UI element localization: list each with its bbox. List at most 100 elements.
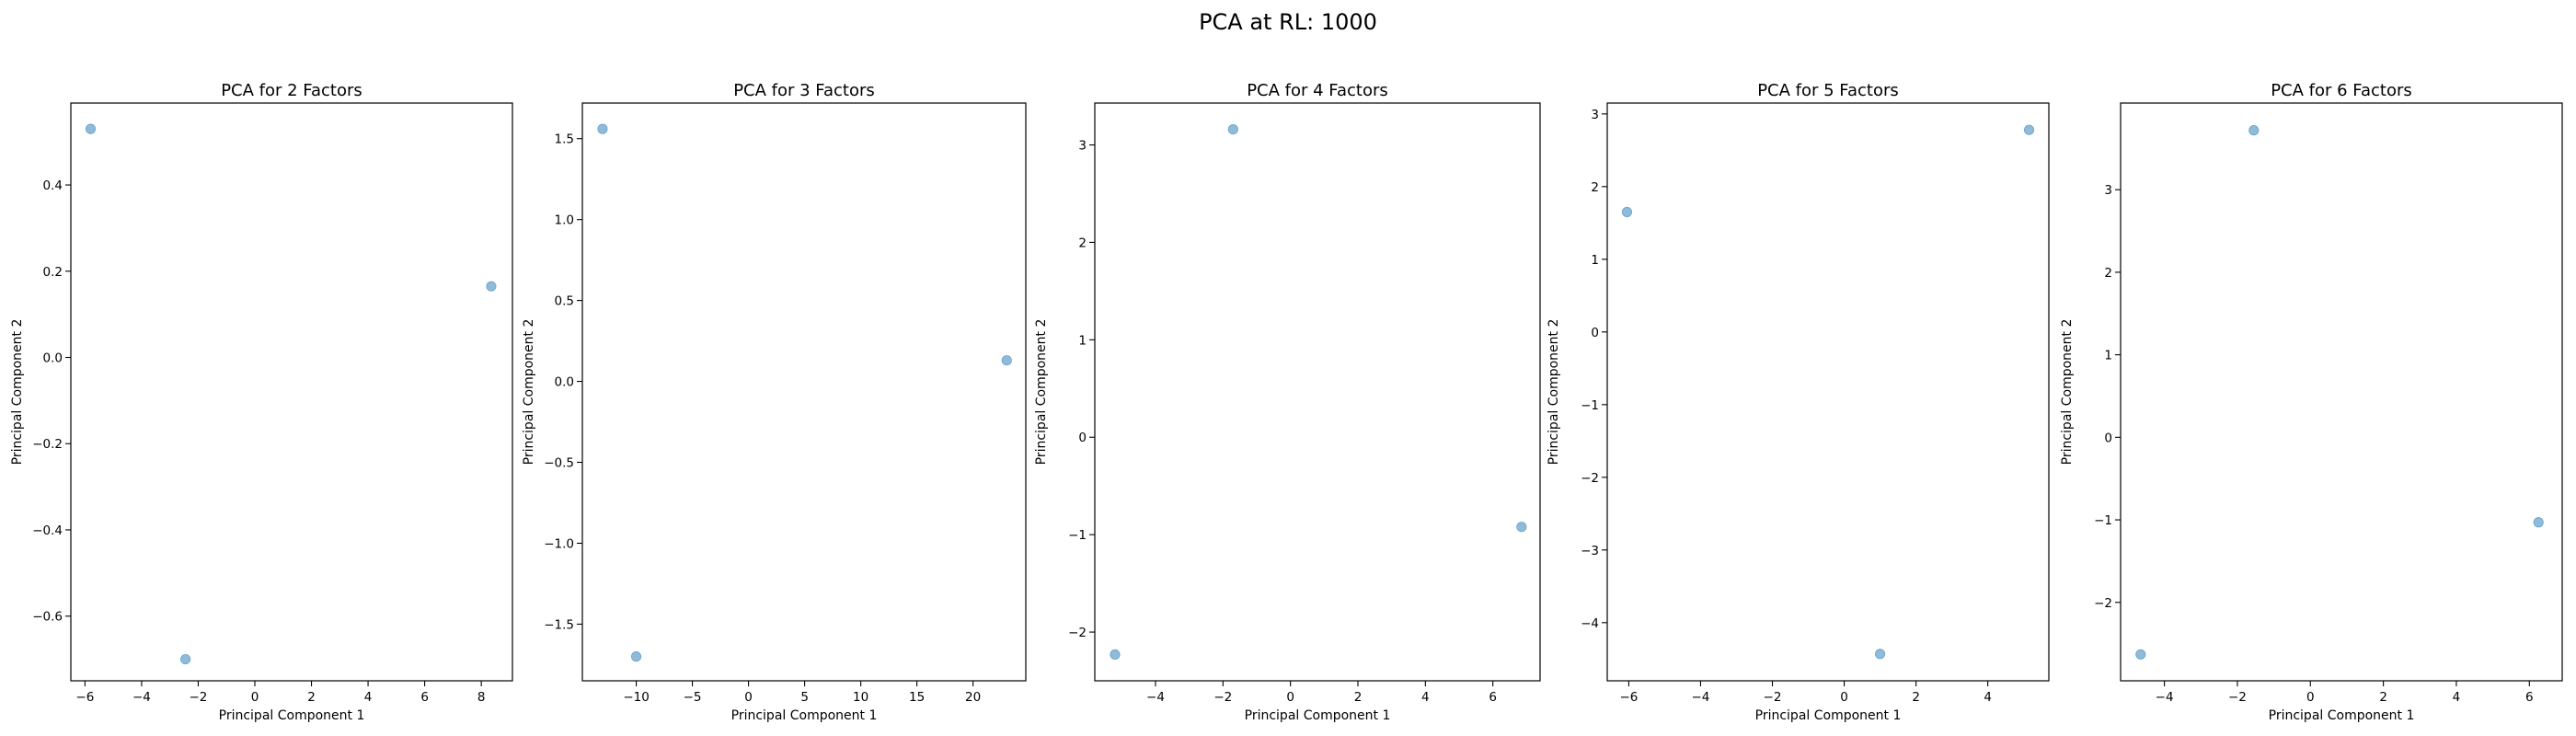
y-tick-label: 3	[1591, 108, 1599, 122]
x-tick-label: −5	[684, 690, 702, 705]
x-tick-label: 4	[1984, 690, 1992, 705]
y-tick-label: 0	[1078, 431, 1087, 445]
subplot-2: PCA for 3 Factors −10 −5 0 5 10 15 20 −1.5 −1.0 −0…	[522, 81, 1027, 723]
axes-frame	[581, 102, 1027, 682]
x-tick-label: 5	[800, 690, 809, 705]
x-axis-label: Principal Component 1	[1755, 708, 1902, 723]
data-point	[1110, 649, 1121, 661]
data-point	[630, 651, 642, 662]
x-tick-label: −4	[1146, 690, 1165, 705]
x-axis-label: Principal Component 1	[1245, 708, 1391, 723]
x-tick-label: −2	[2228, 690, 2247, 705]
x-tick-label: 2	[2379, 690, 2387, 705]
subplot-title: PCA for 2 Factors	[221, 81, 362, 100]
x-tick-label: −4	[1692, 690, 1710, 705]
y-tick-label: 1	[1591, 253, 1599, 268]
y-tick-label: −4	[1581, 616, 1599, 631]
x-tick-label: −2	[1764, 690, 1782, 705]
x-tick-label: −2	[1213, 690, 1232, 705]
x-tick-label: −4	[132, 690, 151, 705]
y-tick-label: −0.5	[544, 456, 574, 471]
subplot-5: PCA for 6 Factors −4 −2 0 2 4 6 −2 −1 0 1 2 3 Princip…	[2060, 81, 2563, 723]
subplots: PCA for 2 Factors −6 −4 −2 0 2 4 6 8 −0.6 −0.4 −0.2…	[10, 81, 2563, 723]
x-tick-label: 0	[2306, 690, 2315, 705]
y-tick-label: −1	[1581, 398, 1599, 413]
x-tick-label: −6	[75, 690, 94, 705]
y-tick-label: 1	[1078, 333, 1087, 348]
y-tick-label: 0	[1591, 326, 1599, 340]
subplot-1: PCA for 2 Factors −6 −4 −2 0 2 4 6 8 −0.6 −0.4 −0.2…	[10, 81, 513, 723]
y-tick-label: −1.5	[544, 617, 574, 632]
subplot-4: PCA for 5 Factors −6 −4 −2 0 2 4 −4 −3 −2 −1 0 1 2 3 Pr…	[1547, 81, 2050, 723]
data-point	[2533, 517, 2544, 528]
x-tick-label: 0	[1840, 690, 1848, 705]
data-point	[2248, 125, 2260, 136]
y-tick-label: 3	[2104, 183, 2112, 198]
y-tick-label: 0.4	[43, 178, 63, 193]
axes-frame	[1606, 102, 2050, 682]
x-tick-label: 0	[744, 690, 753, 705]
subplot-title: PCA for 5 Factors	[1757, 81, 1899, 100]
y-tick-label: 0.5	[555, 294, 574, 309]
data-point	[1874, 649, 1886, 660]
y-axis-label: Principal Component 2	[522, 319, 536, 466]
y-tick-label: −0.6	[32, 610, 63, 625]
x-tick-label: −10	[623, 690, 650, 705]
y-axis-label: Principal Component 2	[1547, 319, 1561, 466]
x-tick-label: 10	[853, 690, 868, 705]
data-point	[486, 281, 497, 292]
y-tick-label: −1	[2094, 513, 2112, 528]
y-tick-label: 0	[2104, 431, 2112, 445]
subplot-3: PCA for 4 Factors −4 −2 0 2 4 6 −2 −1 0 1 2 3 Princip…	[1034, 81, 1541, 723]
data-point	[1621, 206, 1633, 218]
data-point	[1001, 355, 1012, 366]
x-tick-label: 4	[2453, 690, 2461, 705]
y-tick-label: 2	[2104, 266, 2112, 281]
y-axis-label: Principal Component 2	[2060, 319, 2075, 466]
y-tick-label: 1.0	[555, 213, 574, 228]
y-axis-label: Principal Component 2	[10, 319, 25, 466]
axes-frame	[70, 102, 513, 682]
data-point	[2135, 649, 2146, 660]
y-tick-label: −2	[2094, 596, 2112, 611]
x-axis-label: Principal Component 1	[219, 708, 365, 723]
x-tick-label: 0	[251, 690, 259, 705]
data-point	[180, 653, 191, 665]
x-axis-label: Principal Component 1	[731, 708, 878, 723]
axes-frame	[2120, 102, 2563, 682]
axes-frame	[1094, 102, 1541, 682]
y-axis-label: Principal Component 2	[1034, 319, 1049, 466]
y-tick-label: 2	[1078, 236, 1087, 250]
x-tick-label: 4	[1421, 690, 1430, 705]
y-tick-label: 3	[1078, 139, 1087, 154]
data-point	[85, 123, 97, 134]
x-tick-label: 6	[2525, 690, 2534, 705]
y-tick-label: −2	[1581, 471, 1599, 486]
x-tick-label: −4	[2156, 690, 2174, 705]
y-tick-label: 0.2	[43, 265, 63, 280]
x-tick-label: 0	[1286, 690, 1294, 705]
x-tick-label: 2	[307, 690, 316, 705]
data-point	[1227, 123, 1238, 135]
subplot-title: PCA for 3 Factors	[733, 81, 875, 100]
y-tick-label: 0.0	[555, 375, 574, 390]
x-tick-label: 4	[364, 690, 373, 705]
data-point	[1516, 522, 1527, 533]
subplot-title: PCA for 4 Factors	[1247, 81, 1388, 100]
x-tick-label: 20	[965, 690, 981, 705]
y-tick-label: 2	[1591, 180, 1599, 195]
x-tick-label: 6	[1489, 690, 1497, 705]
y-tick-label: −1	[1068, 528, 1087, 543]
x-tick-label: 6	[420, 690, 429, 705]
y-tick-label: −0.4	[32, 523, 63, 538]
x-tick-label: −2	[190, 690, 208, 705]
y-tick-label: −2	[1068, 626, 1087, 640]
x-axis-label: Principal Component 1	[2269, 708, 2415, 723]
x-tick-label: 15	[909, 690, 925, 705]
y-tick-label: 0.0	[43, 351, 63, 366]
x-tick-label: 2	[1912, 690, 1920, 705]
y-tick-label: −0.2	[32, 437, 63, 452]
y-tick-label: 1.5	[555, 132, 574, 147]
y-tick-label: 1	[2104, 349, 2112, 363]
